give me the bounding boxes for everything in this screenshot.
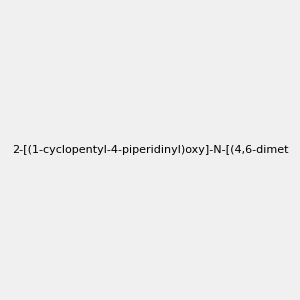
Text: 2-[(1-cyclopentyl-4-piperidinyl)oxy]-N-[(4,6-dimet: 2-[(1-cyclopentyl-4-piperidinyl)oxy]-N-[… bbox=[12, 145, 288, 155]
